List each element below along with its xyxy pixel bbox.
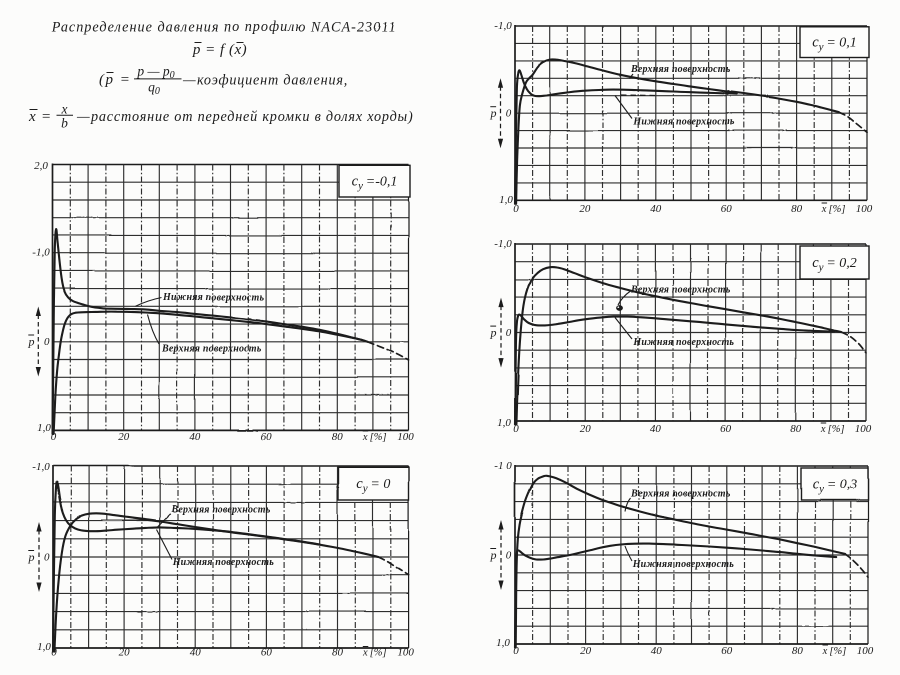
svg-text:—: — — [182, 73, 196, 89]
svg-text:Верхняя поверхность: Верхняя поверхность — [630, 64, 731, 75]
svg-text:80: 80 — [790, 423, 802, 435]
svg-text:q0: q0 — [148, 80, 160, 98]
svg-text:Нижняя поверхность: Нижняя поверхность — [632, 117, 735, 128]
svg-text:0: 0 — [44, 552, 50, 564]
svg-text:Нижняя поверхность: Нижняя поверхность — [162, 292, 265, 303]
svg-text:p = f (x): p = f (x) — [192, 42, 247, 58]
svg-text:40: 40 — [650, 423, 662, 435]
svg-text:20: 20 — [580, 645, 592, 657]
svg-text:60: 60 — [721, 645, 733, 657]
svg-text:p: p — [28, 550, 35, 564]
svg-text:-1,0: -1,0 — [32, 247, 50, 259]
svg-text:0: 0 — [513, 645, 519, 657]
svg-text:Верхняя поверхность: Верхняя поверхность — [630, 489, 731, 500]
svg-text:Верхняя поверхность: Верхняя поверхность — [161, 344, 262, 355]
svg-text:cy = 0,2: cy = 0,2 — [812, 255, 857, 274]
svg-text:p: p — [28, 335, 35, 349]
svg-text:80: 80 — [332, 431, 344, 443]
svg-text:x: x — [61, 102, 68, 117]
svg-text:x [%]: x [%] — [821, 204, 846, 215]
svg-text:80: 80 — [792, 645, 804, 657]
svg-text:-1,0: -1,0 — [494, 20, 512, 32]
svg-text:расстояние от передней кромки: расстояние от передней кромки в долях хо… — [90, 109, 414, 125]
svg-text:80: 80 — [791, 203, 803, 215]
svg-text:-1 0: -1 0 — [494, 460, 512, 472]
svg-text:100: 100 — [397, 431, 414, 443]
svg-text:коэфициент давления,: коэфициент давления, — [197, 73, 348, 89]
svg-text:—: — — [76, 109, 90, 125]
svg-text:Нижняя поверхность: Нижняя поверхность — [632, 559, 735, 570]
svg-text:-1,0: -1,0 — [32, 461, 50, 473]
svg-text:80: 80 — [332, 647, 344, 659]
svg-text:p — p0: p — p0 — [136, 64, 174, 82]
svg-text:Нижняя поверхность: Нижняя поверхность — [632, 337, 735, 348]
svg-text:0: 0 — [51, 647, 57, 659]
svg-text:40: 40 — [190, 647, 202, 659]
svg-text:-1,0: -1,0 — [494, 238, 512, 250]
svg-text:p: p — [490, 326, 497, 340]
svg-text:2,0: 2,0 — [34, 160, 48, 172]
svg-text:40: 40 — [189, 431, 201, 443]
svg-text:40: 40 — [650, 203, 662, 215]
svg-text:b: b — [61, 116, 68, 131]
svg-text:1,0: 1,0 — [497, 417, 511, 429]
svg-text:x [%]: x [%] — [362, 648, 387, 659]
svg-text:Распределение давления по проф: Распределение давления по профилю NACA-2… — [51, 20, 397, 36]
svg-text:0: 0 — [51, 431, 57, 443]
svg-text:20: 20 — [580, 423, 592, 435]
svg-text:Верхняя поверхность: Верхняя поверхность — [170, 505, 271, 516]
svg-text:1,0: 1,0 — [499, 194, 513, 206]
svg-text:x =: x = — [28, 109, 52, 125]
svg-text:0: 0 — [506, 108, 512, 120]
svg-text:60: 60 — [720, 423, 732, 435]
svg-text:cy = 0,3: cy = 0,3 — [812, 477, 857, 496]
svg-text:cy =-0,1: cy =-0,1 — [352, 174, 398, 193]
svg-text:100: 100 — [857, 645, 874, 657]
svg-text:100: 100 — [856, 203, 873, 215]
svg-text:40: 40 — [651, 645, 663, 657]
svg-text:(p =: (p = — [99, 72, 131, 88]
svg-text:Нижняя поверхность: Нижняя поверхность — [172, 557, 275, 568]
svg-text:0: 0 — [513, 423, 519, 435]
svg-text:60: 60 — [261, 431, 273, 443]
svg-text:60: 60 — [261, 647, 273, 659]
svg-text:0: 0 — [44, 336, 50, 348]
svg-text:20: 20 — [118, 431, 130, 443]
svg-text:0: 0 — [506, 550, 512, 562]
svg-text:x [%]: x [%] — [362, 432, 387, 443]
svg-text:0: 0 — [513, 203, 519, 215]
svg-text:p: p — [490, 548, 497, 562]
svg-text:0: 0 — [506, 327, 512, 339]
svg-text:x [%]: x [%] — [822, 646, 847, 657]
svg-text:1,0: 1,0 — [496, 637, 510, 649]
svg-text:1,0: 1,0 — [37, 422, 51, 434]
svg-text:20: 20 — [119, 647, 131, 659]
svg-text:x [%]: x [%] — [820, 424, 845, 435]
svg-text:cy = 0: cy = 0 — [357, 476, 391, 495]
svg-text:cy = 0,1: cy = 0,1 — [812, 35, 857, 54]
svg-text:100: 100 — [397, 647, 414, 659]
svg-text:Верхняя поверхность: Верхняя поверхность — [630, 285, 731, 296]
svg-text:100: 100 — [855, 423, 872, 435]
svg-text:1,0: 1,0 — [37, 641, 51, 653]
svg-text:p: p — [490, 106, 497, 120]
svg-text:20: 20 — [580, 203, 592, 215]
svg-text:60: 60 — [721, 203, 733, 215]
